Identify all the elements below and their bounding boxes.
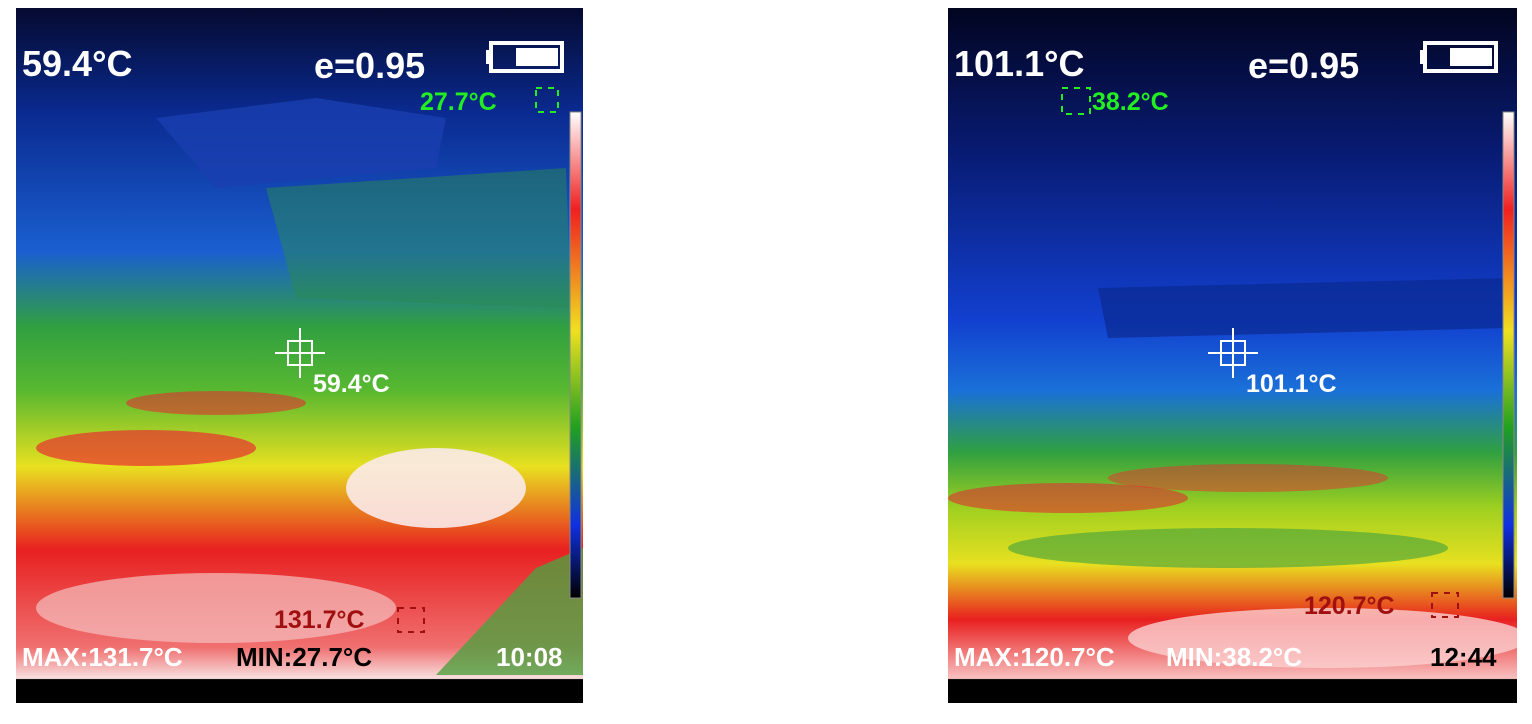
min-label: MIN:38.2°C (1166, 642, 1303, 672)
clock: 10:08 (496, 642, 563, 672)
thermal-image (16, 8, 583, 703)
crosshair-temp: 101.1°C (1246, 370, 1337, 398)
min-spot: 27.7°C (420, 88, 497, 116)
center-temp: 59.4°C (22, 43, 133, 84)
clock: 12:44 (1430, 642, 1497, 672)
emissivity: e=0.95 (314, 45, 426, 86)
min-spot: 38.2°C (1092, 88, 1169, 116)
center-temp: 101.1°C (954, 43, 1085, 84)
max-label: MAX:131.7°C (22, 642, 183, 672)
max-spot: 131.7°C (274, 606, 365, 634)
thermal-view: 59.4°C e=0.95 27.7°C 59.4°C 131.7°C MAX:… (16, 8, 583, 703)
emissivity: e=0.95 (1248, 45, 1360, 86)
thermal-view: 101.1°C e=0.95 38.2°C 101.1°C 120.7°C MA… (948, 8, 1517, 703)
thermal-image (948, 8, 1517, 703)
crosshair-temp: 59.4°C (313, 370, 390, 398)
min-label: MIN:27.7°C (236, 642, 373, 672)
max-spot: 120.7°C (1304, 592, 1395, 620)
max-label: MAX:120.7°C (954, 642, 1115, 672)
